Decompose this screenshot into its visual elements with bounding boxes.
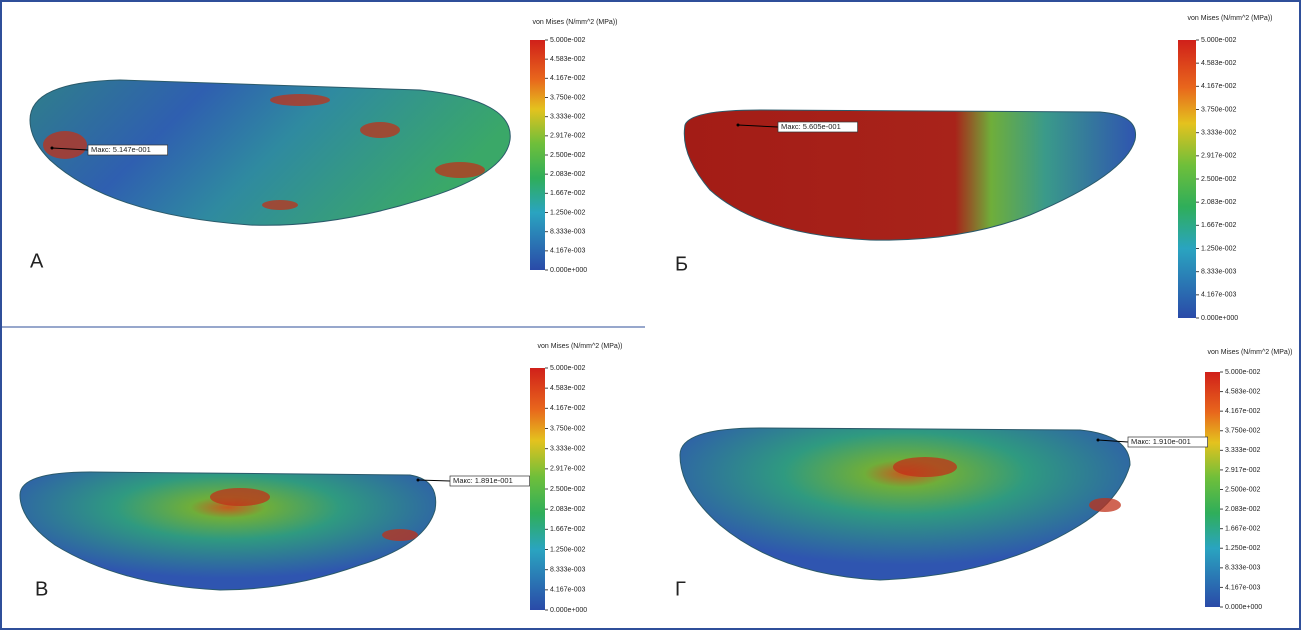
max-label: Макс: 1.891e-001 — [453, 476, 513, 485]
legend-tick-label: 2.500e-002 — [1225, 486, 1261, 493]
legend-tick-label: 4.167e-002 — [1201, 83, 1237, 90]
legend-tick-label: 2.917e-002 — [1225, 467, 1261, 474]
legend-tick-label: 3.333e-002 — [550, 446, 586, 453]
legend-tick-label: 2.500e-002 — [550, 486, 586, 493]
legend-tick-label: 3.750e-002 — [550, 94, 586, 101]
legend-tick-label: 3.333e-002 — [1201, 130, 1237, 137]
max-point — [737, 124, 740, 127]
legend-tick-label: 1.250e-002 — [1225, 545, 1261, 552]
legend-tick-label: 2.500e-002 — [1201, 176, 1237, 183]
stress-spot — [1089, 498, 1121, 512]
legend-tick-label: 0.000e+000 — [1201, 315, 1238, 322]
legend-tick-label: 5.000e-002 — [550, 37, 586, 44]
legend-tick-label: 8.333e-003 — [1201, 269, 1237, 276]
legend-title: von Mises (N/mm^2 (MPa)) — [1188, 15, 1273, 22]
max-point — [51, 147, 54, 150]
legend-tick-label: 4.167e-003 — [1201, 292, 1237, 299]
legend-tick-label: 1.667e-002 — [1201, 222, 1237, 229]
legend-tick-label: 4.167e-003 — [550, 587, 586, 594]
legend-tick-label: 4.167e-003 — [1225, 584, 1261, 591]
color-bar — [530, 368, 545, 610]
legend-tick-label: 3.750e-002 — [1201, 106, 1237, 113]
legend-tick-label: 4.583e-002 — [550, 56, 586, 63]
stress-spot — [382, 529, 418, 541]
legend-tick-label: 1.250e-002 — [550, 546, 586, 553]
max-label: Макс: 1.910e-001 — [1131, 437, 1191, 446]
stress-spot — [43, 131, 87, 159]
max-point — [1097, 439, 1100, 442]
color-bar — [1205, 372, 1220, 607]
figure: von Mises (N/mm^2 (MPa)) 5.000e-002 4.583e… — [0, 0, 1301, 630]
legend-tick-label: 4.167e-002 — [550, 405, 586, 412]
panel-letter: Г — [675, 578, 686, 600]
color-bar — [530, 40, 545, 270]
legend-tick-label: 1.250e-002 — [1201, 245, 1237, 252]
page: von Mises (N/mm^2 (MPa)) 5.000e-002 4.583e… — [0, 0, 1301, 630]
legend-tick-label: 1.667e-002 — [550, 190, 586, 197]
legend-tick-label: 2.917e-002 — [550, 466, 586, 473]
legend-title: von Mises (N/mm^2 (MPa)) — [538, 343, 623, 350]
legend-tick-label: 2.083e-002 — [550, 506, 586, 513]
legend-tick-label: 3.333e-002 — [550, 114, 586, 121]
legend-tick-label: 0.000e+000 — [550, 267, 587, 274]
legend-tick-label: 2.917e-002 — [550, 133, 586, 140]
max-label: Макс: 5.147e-001 — [91, 145, 151, 154]
legend-tick-label: 5.000e-002 — [1201, 37, 1237, 44]
legend-tick-label: 8.333e-003 — [550, 567, 586, 574]
legend-tick-label: 2.083e-002 — [1201, 199, 1237, 206]
legend-tick-label: 8.333e-003 — [1225, 565, 1261, 572]
max-label: Макс: 5.605e-001 — [781, 122, 841, 131]
legend-tick-label: 4.583e-002 — [1225, 388, 1261, 395]
legend-tick-label: 4.167e-003 — [550, 248, 586, 255]
stress-spot — [210, 488, 270, 506]
color-bar — [1178, 40, 1196, 318]
legend-tick-label: 0.000e+000 — [1225, 604, 1262, 611]
legend-tick-label: 2.083e-002 — [550, 171, 586, 178]
legend-tick-label: 4.167e-002 — [550, 75, 586, 82]
stress-spot — [435, 162, 485, 178]
legend-tick-label: 0.000e+000 — [550, 607, 587, 614]
stress-spot — [262, 200, 298, 210]
legend-tick-label: 5.000e-002 — [1225, 369, 1261, 376]
legend-tick-label: 1.667e-002 — [550, 526, 586, 533]
legend-tick-label: 4.167e-002 — [1225, 408, 1261, 415]
legend-tick-label: 3.750e-002 — [1225, 428, 1261, 435]
panel-letter: Б — [675, 253, 688, 275]
legend-tick-label: 8.333e-003 — [550, 229, 586, 236]
legend-tick-label: 1.250e-002 — [550, 209, 586, 216]
legend-tick-label: 4.583e-002 — [1201, 60, 1237, 67]
legend-tick-label: 5.000e-002 — [550, 365, 586, 372]
legend-title: von Mises (N/mm^2 (MPa)) — [1208, 349, 1293, 356]
max-point — [417, 479, 420, 482]
panel-letter: А — [30, 250, 44, 272]
legend-tick-label: 4.583e-002 — [550, 385, 586, 392]
stress-spot — [893, 457, 957, 477]
panel-letter: В — [35, 578, 48, 600]
legend-tick-label: 3.750e-002 — [550, 425, 586, 432]
legend-tick-label: 3.333e-002 — [1225, 447, 1261, 454]
legend-title: von Mises (N/mm^2 (MPa)) — [533, 19, 618, 26]
stress-spot — [270, 94, 330, 106]
legend-tick-label: 2.083e-002 — [1225, 506, 1261, 513]
legend-tick-label: 2.500e-002 — [550, 152, 586, 159]
legend-tick-label: 2.917e-002 — [1201, 153, 1237, 160]
stress-spot — [360, 122, 400, 138]
legend-tick-label: 1.667e-002 — [1225, 526, 1261, 533]
